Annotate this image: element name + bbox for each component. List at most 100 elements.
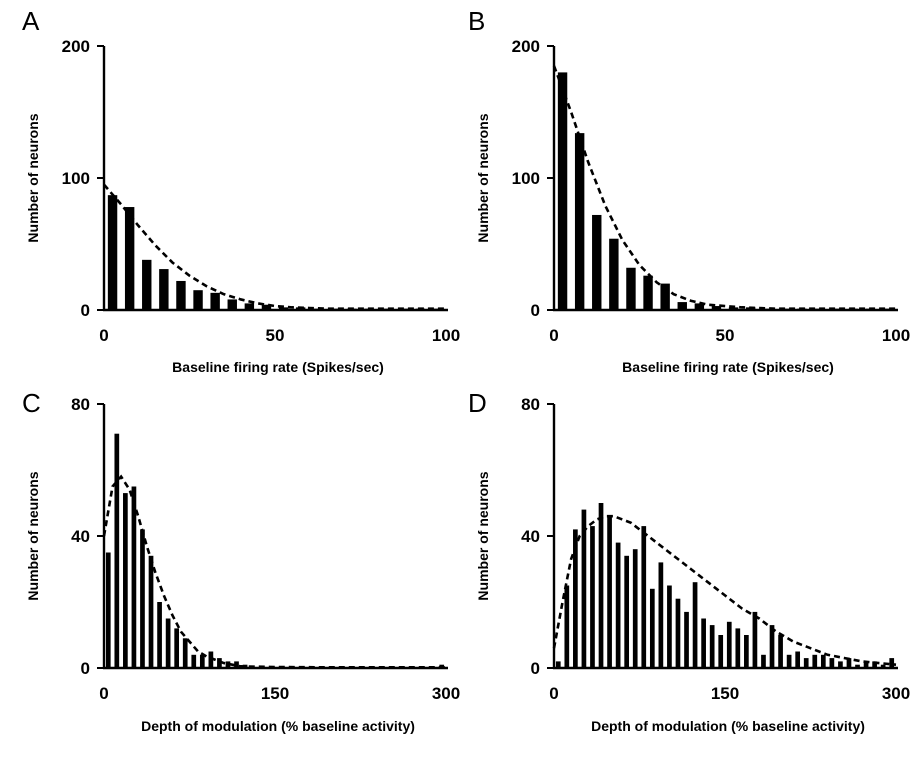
bar-c-6 <box>148 555 154 668</box>
bar-d-25 <box>761 654 766 668</box>
bar-d-4 <box>581 509 587 668</box>
bar-c-3 <box>123 493 128 668</box>
x-tick-label-b-1: 0 <box>549 326 558 345</box>
x-tick-label-a-3: 100 <box>432 326 460 345</box>
x-axis-label-b: Baseline firing rate (Spikes/sec) <box>622 359 834 375</box>
bar-d-6 <box>598 503 604 668</box>
bar-d-35 <box>846 658 852 668</box>
bar-c-4 <box>131 486 137 668</box>
x-tick-label-c-1: 0 <box>99 684 108 703</box>
bar-c-1 <box>105 552 111 668</box>
bar-d-5 <box>590 526 595 668</box>
bar-c-13 <box>208 651 214 668</box>
bar-c-11 <box>191 654 197 668</box>
bar-d-7 <box>607 516 612 668</box>
bar-d-18 <box>701 618 706 668</box>
y-tick-label-c-1: 0 <box>81 659 90 678</box>
y-tick-label-d-1: 0 <box>531 659 540 678</box>
bar-d-20 <box>718 635 724 668</box>
panel-letter-a: A <box>22 6 40 36</box>
bar-d-29 <box>795 651 801 668</box>
panel-c: C 0 40 80 0 150 300 Depth of modulation (% base… <box>22 388 460 734</box>
bar-b-4 <box>609 238 619 310</box>
y-tick-label-b-3: 200 <box>512 37 540 56</box>
bar-d-26 <box>769 625 775 668</box>
bar-d-33 <box>829 658 835 668</box>
x-tick-label-d-3: 300 <box>882 684 910 703</box>
y-axis-label-d: Number of neurons <box>475 471 491 600</box>
bar-c-8 <box>165 618 171 668</box>
x-tick-label-c-3: 300 <box>432 684 460 703</box>
bar-c-16 <box>234 661 239 668</box>
bar-c-7 <box>157 602 162 668</box>
bar-d-31 <box>812 654 818 668</box>
bar-b-7 <box>660 283 670 310</box>
y-tick-label-a-1: 0 <box>81 301 90 320</box>
bar-c-9 <box>174 628 180 668</box>
panel-a: A 0 100 200 0 50 100 Baseline firing rate (Spik… <box>22 6 460 375</box>
y-tick-label-b-2: 100 <box>512 169 540 188</box>
bar-d-22 <box>735 628 741 668</box>
fit-curve-d <box>552 514 897 666</box>
panel-letter-d: D <box>468 388 487 418</box>
bar-d-12 <box>649 588 655 668</box>
bar-c-5 <box>140 529 145 668</box>
bar-d-2 <box>564 585 570 668</box>
bar-a-4 <box>159 269 169 310</box>
bar-a-1 <box>107 195 118 310</box>
bar-d-21 <box>726 621 732 668</box>
bar-b-9 <box>694 303 705 310</box>
bar-d-28 <box>786 654 792 668</box>
bar-d-13 <box>658 562 664 668</box>
y-tick-label-c-2: 40 <box>71 527 90 546</box>
bar-c-10 <box>182 638 188 668</box>
y-axis-label-a: Number of neurons <box>25 113 41 242</box>
panel-letter-b: B <box>468 6 485 36</box>
bar-b-2 <box>574 133 585 310</box>
bar-a-6 <box>193 290 203 310</box>
bar-d-24 <box>752 611 758 668</box>
panel-b: B 0 100 200 0 50 100 Baseline firing rate (Spik… <box>468 6 910 375</box>
bar-b-3 <box>592 214 602 310</box>
bar-d-38 <box>872 661 877 668</box>
y-tick-label-b-1: 0 <box>531 301 540 320</box>
y-tick-label-d-2: 40 <box>521 527 540 546</box>
fit-curve-a <box>103 183 446 310</box>
bar-c-17 <box>242 664 248 668</box>
bar-a-8 <box>227 299 237 310</box>
bar-d-8 <box>615 542 621 668</box>
bar-b-11 <box>728 307 739 310</box>
bar-b-10 <box>711 306 722 310</box>
x-axis-label-c: Depth of modulation (% baseline activity… <box>141 718 415 734</box>
bar-a-2 <box>124 207 135 310</box>
x-tick-label-d-2: 150 <box>711 684 739 703</box>
y-tick-label-c-3: 80 <box>71 395 90 414</box>
bar-d-19 <box>709 625 715 668</box>
y-tick-label-d-3: 80 <box>521 395 540 414</box>
x-tick-label-b-2: 50 <box>716 326 735 345</box>
fit-curve-c <box>102 474 446 669</box>
x-tick-label-d-1: 0 <box>549 684 558 703</box>
y-tick-label-a-3: 200 <box>62 37 90 56</box>
bar-d-36 <box>855 664 860 668</box>
bar-d-30 <box>803 658 809 668</box>
x-axis-label-a: Baseline firing rate (Spikes/sec) <box>172 359 384 375</box>
bar-d-1 <box>555 661 561 668</box>
bar-d-9 <box>624 555 630 668</box>
y-tick-label-a-2: 100 <box>62 169 90 188</box>
panel-d: D 0 40 80 0 150 300 Depth of modulation (% base… <box>468 388 910 734</box>
x-tick-label-a-2: 50 <box>266 326 285 345</box>
bar-d-10 <box>632 549 638 668</box>
bar-c-14 <box>217 658 222 668</box>
bar-a-9 <box>244 303 255 310</box>
y-axis-label-b: Number of neurons <box>475 113 491 242</box>
bar-d-16 <box>684 611 689 668</box>
bar-d-39 <box>880 664 886 668</box>
fit-curve-b <box>552 65 896 310</box>
bar-d-34 <box>838 661 843 668</box>
bar-a-7 <box>210 292 220 310</box>
bar-c-12 <box>199 654 205 668</box>
bar-b-6 <box>643 275 653 310</box>
bar-d-11 <box>641 526 647 668</box>
y-axis-label-c: Number of neurons <box>25 471 41 600</box>
